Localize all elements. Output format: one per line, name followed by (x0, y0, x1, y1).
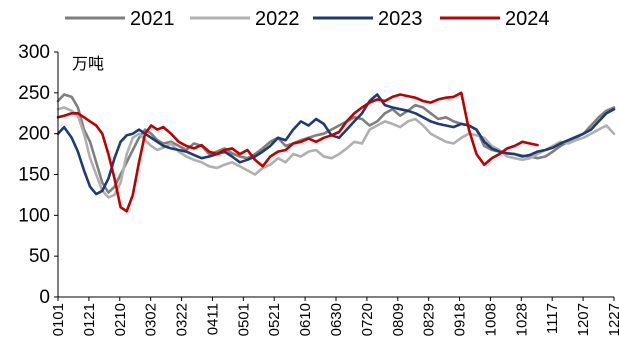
legend-label-2024: 2024 (505, 8, 550, 30)
x-tick-label: 1028 (513, 303, 530, 336)
x-tick-label: 0918 (452, 303, 469, 336)
legend-label-2021: 2021 (130, 8, 175, 30)
x-tick-label: 0210 (112, 303, 129, 336)
y-tick-label: 0 (39, 287, 50, 308)
legend: 2021 2022 2023 2024 (65, 8, 550, 30)
x-tick-label: 0501 (235, 303, 252, 336)
x-tick-label: 1227 (606, 303, 619, 336)
x-tick-label: 0610 (297, 303, 314, 336)
x-tick-label: 0521 (266, 303, 283, 336)
y-tick-label: 150 (18, 165, 50, 186)
y-tick-label: 100 (18, 205, 50, 226)
x-tick-label: 0411 (204, 303, 221, 335)
x-tick-label: 0302 (143, 303, 160, 336)
x-tick-label: 1008 (482, 303, 499, 336)
series-line-2022 (56, 106, 616, 199)
y-tick-label: 200 (18, 124, 50, 145)
x-tick-label: 0101 (50, 303, 67, 336)
series-layer (56, 91, 616, 213)
y-unit-label: 万吨 (72, 54, 104, 73)
axes: 0 50 100 150 200 250 300 0101 0121 0210 0302 0322 04… (18, 42, 619, 336)
x-tick-label: 0720 (359, 303, 376, 336)
x-tick-label: 0829 (421, 303, 438, 336)
y-tick-label: 250 (18, 83, 50, 104)
x-tick-label: 0121 (81, 303, 98, 336)
series-line-2023 (56, 93, 616, 196)
series-line-2024 (56, 91, 539, 213)
y-tick-label: 300 (18, 42, 50, 63)
x-tick-label: 0630 (328, 303, 345, 336)
y-tick-label: 50 (29, 246, 50, 267)
x-tick-label: 0809 (390, 303, 407, 336)
x-tick-label: 1117 (544, 303, 561, 334)
x-tick-label: 0322 (174, 303, 191, 336)
x-tick-label: 1207 (575, 303, 592, 336)
legend-label-2023: 2023 (378, 8, 423, 30)
legend-label-2022: 2022 (255, 8, 300, 30)
